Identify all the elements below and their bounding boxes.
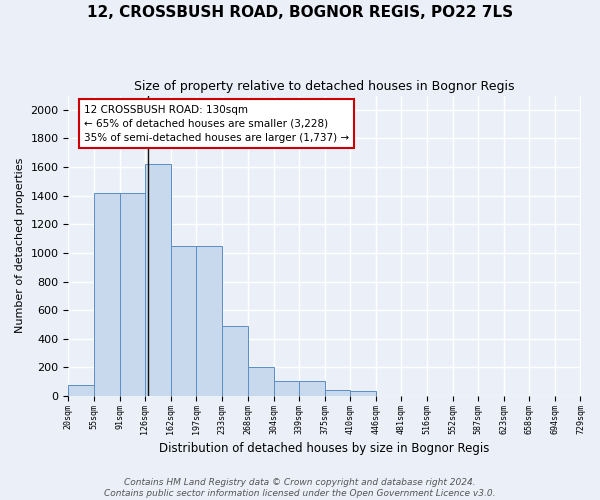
Bar bbox=[94, 193, 119, 396]
Bar bbox=[68, 384, 94, 396]
Y-axis label: Number of detached properties: Number of detached properties bbox=[15, 158, 25, 334]
Title: Size of property relative to detached houses in Bognor Regis: Size of property relative to detached ho… bbox=[134, 80, 515, 93]
Text: 12, CROSSBUSH ROAD, BOGNOR REGIS, PO22 7LS: 12, CROSSBUSH ROAD, BOGNOR REGIS, PO22 7… bbox=[87, 5, 513, 20]
Bar bbox=[274, 381, 299, 396]
Bar bbox=[248, 366, 274, 396]
Bar bbox=[196, 246, 222, 396]
Text: Contains HM Land Registry data © Crown copyright and database right 2024.
Contai: Contains HM Land Registry data © Crown c… bbox=[104, 478, 496, 498]
X-axis label: Distribution of detached houses by size in Bognor Regis: Distribution of detached houses by size … bbox=[159, 442, 490, 455]
Bar bbox=[350, 391, 376, 396]
Bar bbox=[299, 381, 325, 396]
Bar bbox=[171, 246, 196, 396]
Bar bbox=[119, 193, 145, 396]
Text: 12 CROSSBUSH ROAD: 130sqm
← 65% of detached houses are smaller (3,228)
35% of se: 12 CROSSBUSH ROAD: 130sqm ← 65% of detac… bbox=[84, 104, 349, 142]
Bar bbox=[222, 326, 248, 396]
Bar bbox=[325, 390, 350, 396]
Bar bbox=[145, 164, 171, 396]
